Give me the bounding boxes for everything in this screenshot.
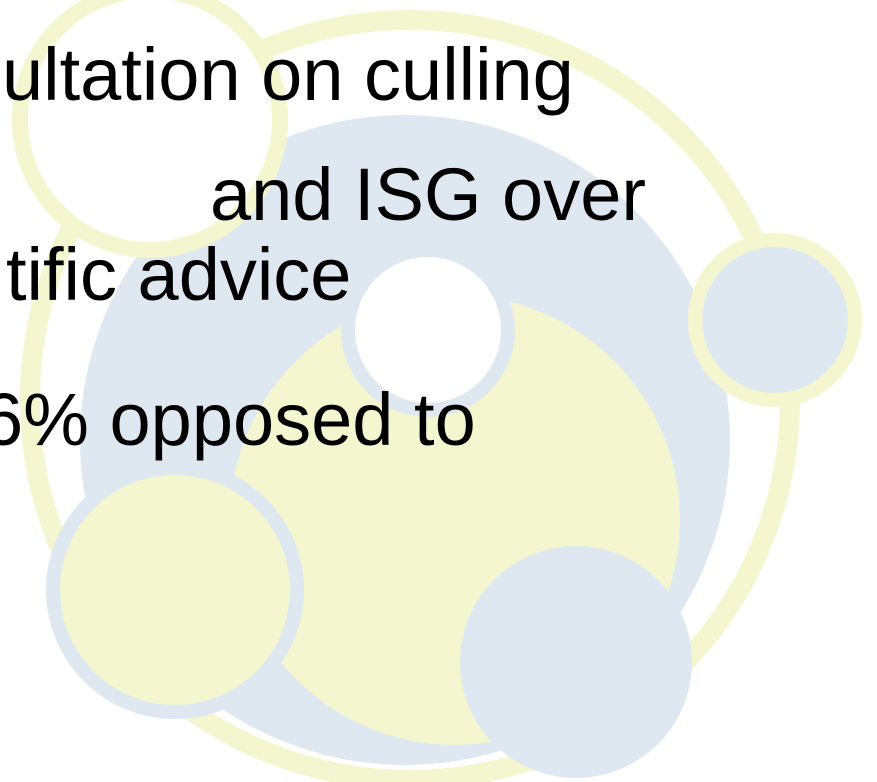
top-left-circle (12, 0, 288, 258)
text-line: ultation on culling (2, 33, 574, 116)
text-line: tific advice (6, 233, 351, 316)
right-circle (688, 233, 862, 407)
small-white-circle (341, 243, 515, 417)
bottom-right-circle (460, 546, 692, 778)
text-line: 6% opposed to (0, 378, 476, 461)
background-decoration (12, 0, 862, 782)
bottom-left-circle (46, 461, 304, 719)
text-line: and ISG over (210, 153, 646, 236)
